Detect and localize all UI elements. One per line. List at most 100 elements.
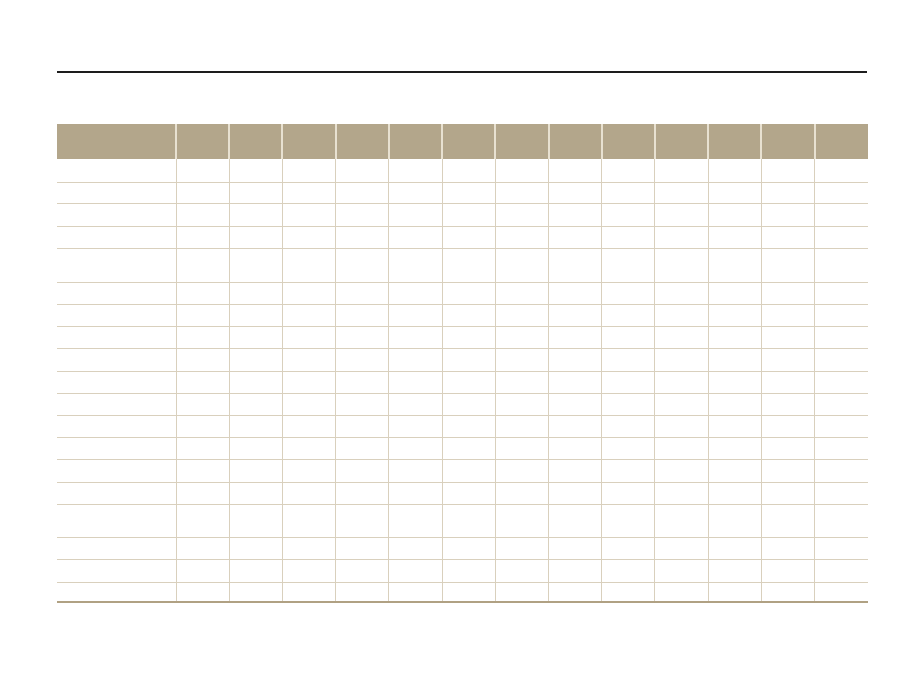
- table-cell: [335, 226, 390, 249]
- table-header-row: [57, 124, 868, 159]
- table-cell: [229, 459, 283, 483]
- table-cell: [335, 182, 390, 204]
- table-cell: [601, 304, 656, 327]
- table-cell: [761, 559, 816, 583]
- table-cell: [335, 282, 390, 305]
- table-cell: [708, 248, 762, 283]
- table-cell: [282, 226, 337, 249]
- table-cell: [495, 326, 550, 349]
- table-cell: [282, 159, 337, 183]
- table-cell: [708, 393, 762, 416]
- table-cell: [601, 203, 656, 227]
- table-cell: [229, 504, 283, 538]
- table-row: [57, 582, 868, 603]
- table-cell: [548, 348, 603, 372]
- table-cell: [548, 248, 603, 283]
- table-cell: [335, 159, 390, 183]
- table-cell: [442, 459, 496, 483]
- table-cell: [708, 282, 762, 305]
- table-cell: [57, 226, 177, 249]
- table-cell: [57, 559, 177, 583]
- table-cell: [814, 248, 868, 283]
- table-cell: [814, 159, 868, 183]
- table-cell: [814, 282, 868, 305]
- table-cell: [495, 203, 550, 227]
- table-cell: [335, 437, 390, 460]
- table-container: [57, 124, 868, 603]
- table-cell: [57, 182, 177, 204]
- table-cell: [814, 459, 868, 483]
- horizontal-rule: [57, 71, 867, 73]
- table-cell: [495, 437, 550, 460]
- table-cell: [442, 393, 496, 416]
- table-cell: [442, 582, 496, 603]
- table-cell: [229, 415, 283, 438]
- table-row: [57, 482, 868, 505]
- table-cell: [601, 326, 656, 349]
- table-cell: [814, 582, 868, 603]
- table-cell: [57, 415, 177, 438]
- table-cell: [601, 559, 656, 583]
- table-cell: [442, 226, 496, 249]
- table-cell: [388, 348, 443, 372]
- table-cell: [388, 203, 443, 227]
- table-cell: [654, 159, 709, 183]
- table-cell: [814, 437, 868, 460]
- table-cell: [601, 393, 656, 416]
- table-cell: [57, 393, 177, 416]
- table-cell: [601, 482, 656, 505]
- table-cell: [282, 537, 337, 560]
- table-cell: [708, 559, 762, 583]
- table-cell: [229, 304, 283, 327]
- table-cell: [229, 559, 283, 583]
- table-cell: [282, 459, 337, 483]
- table-cell: [708, 504, 762, 538]
- table-cell: [814, 182, 868, 204]
- table-cell: [761, 326, 816, 349]
- table-cell: [548, 326, 603, 349]
- table-cell: [601, 437, 656, 460]
- table-cell: [708, 459, 762, 483]
- table-cell: [495, 504, 550, 538]
- table-cell: [176, 393, 230, 416]
- table-cell: [282, 559, 337, 583]
- table-cell: [442, 282, 496, 305]
- table-cell: [708, 537, 762, 560]
- table-cell: [57, 159, 177, 183]
- table-cell: [388, 326, 443, 349]
- table-cell: [495, 393, 550, 416]
- table-cell: [229, 203, 283, 227]
- table-cell: [282, 393, 337, 416]
- table-cell: [57, 371, 177, 394]
- table-cell: [601, 348, 656, 372]
- table-cell: [57, 203, 177, 227]
- table-cell: [442, 559, 496, 583]
- table-cell: [388, 282, 443, 305]
- table-cell: [601, 504, 656, 538]
- table-cell: [654, 326, 709, 349]
- table-cell: [654, 304, 709, 327]
- table-cell: [176, 326, 230, 349]
- table-cell: [654, 248, 709, 283]
- header-cell-9: [600, 124, 655, 159]
- table-cell: [761, 437, 816, 460]
- table-cell: [654, 537, 709, 560]
- table-cell: [176, 582, 230, 603]
- table-cell: [282, 203, 337, 227]
- table-cell: [495, 482, 550, 505]
- table-cell: [388, 559, 443, 583]
- table-cell: [495, 159, 550, 183]
- table-cell: [708, 182, 762, 204]
- table-cell: [654, 559, 709, 583]
- table-cell: [442, 537, 496, 560]
- table-cell: [176, 182, 230, 204]
- table-cell: [548, 393, 603, 416]
- table-cell: [708, 371, 762, 394]
- table-cell: [495, 282, 550, 305]
- table-cell: [495, 559, 550, 583]
- table-cell: [761, 159, 816, 183]
- table-cell: [761, 393, 816, 416]
- table-cell: [442, 304, 496, 327]
- table-cell: [708, 159, 762, 183]
- table-cell: [176, 537, 230, 560]
